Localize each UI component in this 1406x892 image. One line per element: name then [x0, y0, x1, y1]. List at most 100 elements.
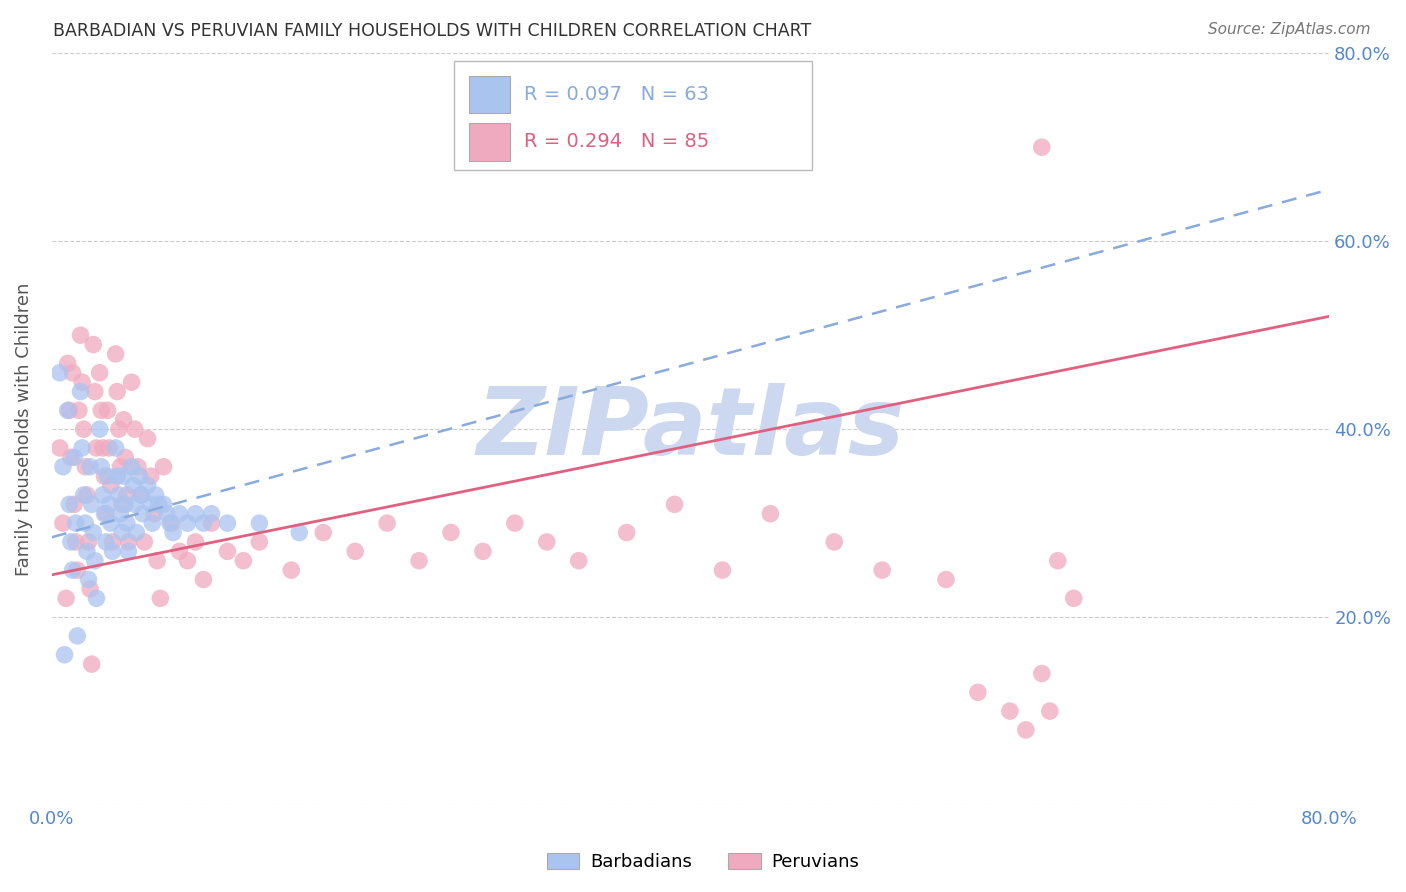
Point	[122, 478, 145, 492]
Point	[1063, 591, 1085, 606]
Point	[93, 469, 115, 483]
Point	[101, 535, 124, 549]
Point	[79, 582, 101, 596]
Point	[59, 535, 82, 549]
Point	[69, 328, 91, 343]
Point	[115, 516, 138, 530]
Point	[100, 516, 122, 530]
Point	[89, 422, 111, 436]
Point	[112, 469, 135, 483]
Point	[169, 507, 191, 521]
Point	[156, 507, 179, 521]
Point	[503, 516, 526, 530]
Point	[101, 544, 124, 558]
Point	[104, 441, 127, 455]
Point	[247, 516, 270, 530]
Point	[1031, 140, 1053, 154]
Point	[100, 478, 122, 492]
Point	[176, 516, 198, 530]
Point	[62, 563, 84, 577]
Point	[408, 554, 430, 568]
Point	[56, 403, 79, 417]
FancyBboxPatch shape	[470, 123, 510, 161]
Point	[124, 497, 146, 511]
Point	[152, 459, 174, 474]
Point	[76, 544, 98, 558]
Point	[141, 516, 163, 530]
Point	[217, 516, 239, 530]
Point	[67, 403, 90, 417]
Text: R = 0.097   N = 63: R = 0.097 N = 63	[524, 85, 710, 104]
Y-axis label: Family Households with Children: Family Households with Children	[15, 283, 32, 576]
Text: R = 0.294   N = 85: R = 0.294 N = 85	[524, 132, 710, 152]
Point	[62, 366, 84, 380]
Point	[86, 441, 108, 455]
Point	[200, 507, 222, 521]
Point	[217, 544, 239, 558]
Point	[159, 516, 181, 530]
Point	[80, 497, 103, 511]
Point	[115, 488, 138, 502]
Point	[111, 525, 134, 540]
Point	[967, 685, 990, 699]
Point	[58, 403, 80, 417]
Point	[935, 573, 957, 587]
Point	[76, 488, 98, 502]
Point	[1031, 666, 1053, 681]
Point	[136, 478, 159, 492]
Point	[664, 497, 686, 511]
Point	[200, 516, 222, 530]
Point	[142, 507, 165, 521]
Point	[77, 535, 100, 549]
Point	[169, 544, 191, 558]
Point	[440, 525, 463, 540]
Point	[711, 563, 734, 577]
Point	[90, 459, 112, 474]
Point	[77, 573, 100, 587]
Point	[83, 384, 105, 399]
Point	[139, 469, 162, 483]
Point	[90, 403, 112, 417]
FancyBboxPatch shape	[470, 76, 510, 113]
Point	[58, 497, 80, 511]
Point	[312, 525, 335, 540]
Point	[117, 544, 139, 558]
Point	[184, 535, 207, 549]
Point	[136, 432, 159, 446]
Point	[97, 469, 120, 483]
Point	[149, 591, 172, 606]
Point	[48, 441, 70, 455]
Point	[110, 459, 132, 474]
Point	[1046, 554, 1069, 568]
Point	[91, 441, 114, 455]
Point	[66, 563, 89, 577]
Point	[127, 459, 149, 474]
Point	[79, 459, 101, 474]
Point	[94, 507, 117, 521]
Point	[616, 525, 638, 540]
Point	[104, 347, 127, 361]
Point	[108, 488, 131, 502]
Point	[105, 384, 128, 399]
Point	[176, 554, 198, 568]
Point	[247, 535, 270, 549]
Point	[69, 384, 91, 399]
Point	[63, 450, 86, 465]
Point	[129, 488, 152, 502]
Legend: Barbadians, Peruvians: Barbadians, Peruvians	[540, 846, 866, 879]
Point	[66, 629, 89, 643]
Point	[105, 469, 128, 483]
Point	[80, 657, 103, 672]
Point	[870, 563, 893, 577]
Point	[184, 507, 207, 521]
Point	[117, 535, 139, 549]
Point	[471, 544, 494, 558]
Point	[129, 488, 152, 502]
Point	[70, 375, 93, 389]
Point	[998, 704, 1021, 718]
Point	[53, 648, 76, 662]
Point	[59, 450, 82, 465]
Point	[823, 535, 845, 549]
Point	[536, 535, 558, 549]
Point	[1039, 704, 1062, 718]
